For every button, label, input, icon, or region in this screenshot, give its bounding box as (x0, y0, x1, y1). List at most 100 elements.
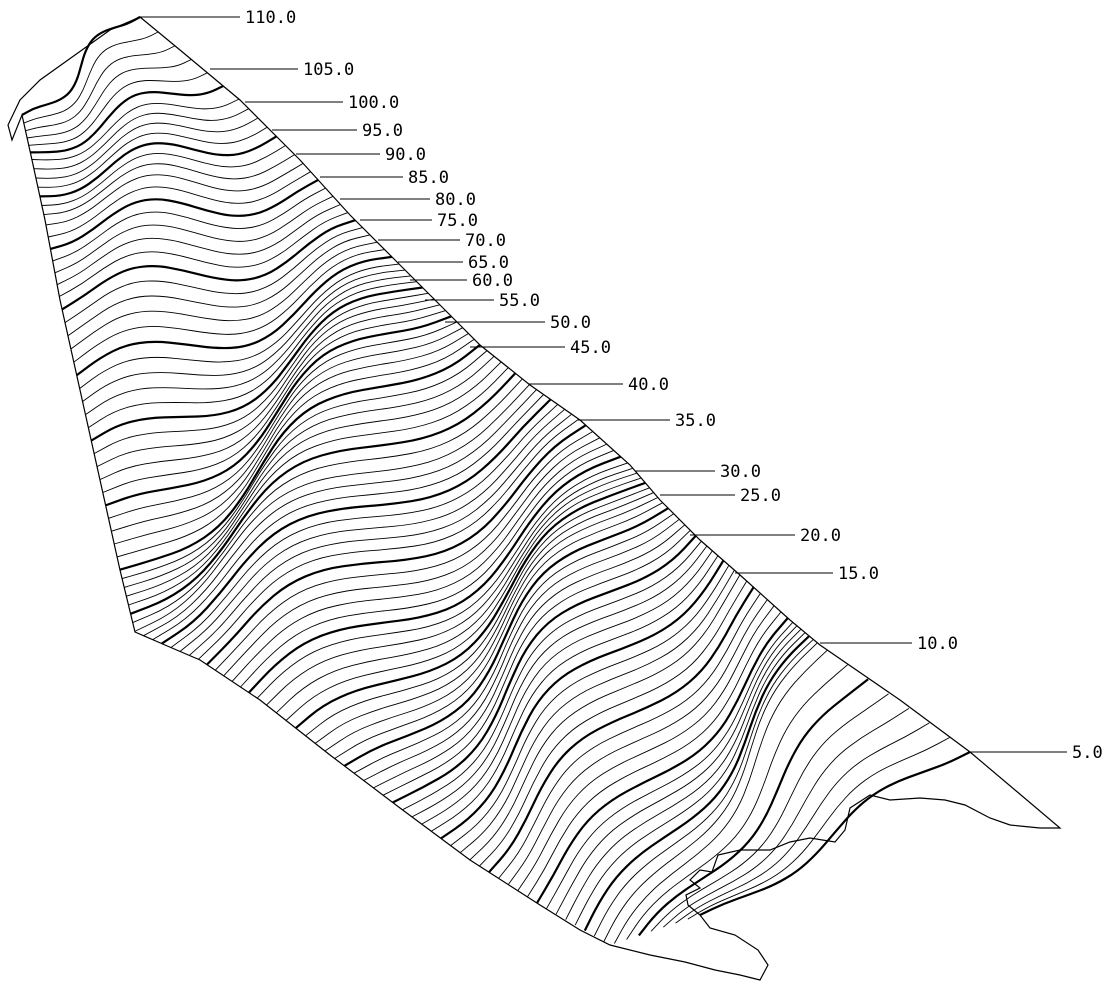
contour-line (459, 569, 735, 854)
contour-label-50: 50.0 (445, 313, 591, 333)
contour-line (143, 389, 537, 637)
contour-line (54, 195, 334, 274)
contour-label-text: 5.0 (1072, 743, 1103, 763)
contour-line (114, 333, 469, 545)
contour-line (469, 574, 741, 861)
contour-line (52, 187, 326, 262)
contour-line (33, 108, 249, 170)
contour-line (382, 529, 691, 796)
contour-label-text: 30.0 (720, 462, 761, 482)
index-contour-line (90, 286, 423, 442)
contour-label-text: 100.0 (348, 93, 399, 113)
contour-line (314, 492, 654, 744)
terrain-boundary (7, 16, 1062, 981)
contour-label-text: 15.0 (838, 564, 879, 584)
contour-line (64, 227, 363, 323)
contour-line (31, 98, 240, 161)
contour-line (223, 437, 601, 677)
contour-line (73, 249, 385, 363)
contour-line (85, 275, 411, 415)
contour-line (353, 513, 674, 774)
contour-label-text: 70.0 (465, 231, 506, 251)
contour-line (37, 126, 268, 188)
contour-line (479, 580, 748, 867)
contour-line (450, 565, 730, 846)
contour-line (527, 611, 782, 898)
contour-label-text: 65.0 (468, 253, 509, 273)
contour-label-100: 100.0 (245, 93, 399, 113)
contour-line (275, 472, 638, 714)
contour-label-80: 80.0 (340, 190, 476, 210)
contour-line (56, 204, 341, 286)
contour-label-text: 25.0 (740, 486, 781, 506)
index-contour-line (536, 617, 789, 904)
contour-line (111, 327, 463, 532)
contour-line (240, 449, 614, 688)
contour-label-60: 60.0 (410, 271, 513, 291)
contour-label-105: 105.0 (210, 60, 354, 80)
index-contour-line (161, 398, 552, 645)
index-contour-line (392, 535, 697, 804)
contour-line (565, 628, 802, 920)
contour-line (421, 550, 713, 825)
contour-labels: 110.0 105.0 100.0 95.0 90.0 85.0 80.0 75… (138, 8, 1103, 763)
contour-label-20: 20.0 (690, 526, 841, 546)
contour-line (411, 545, 708, 818)
contour-line (45, 163, 304, 226)
contour-line (41, 145, 286, 206)
contour-line (546, 621, 794, 909)
contour-line (116, 338, 475, 558)
contour-label-text: 35.0 (675, 411, 716, 431)
contour-line (128, 367, 509, 606)
contour-line (574, 632, 806, 926)
contour-label-text: 75.0 (437, 211, 478, 231)
contour-label-55: 55.0 (425, 291, 540, 311)
contour-line (82, 269, 406, 402)
contour-line (96, 298, 435, 468)
contour-line (555, 625, 798, 915)
contour-label-text: 10.0 (917, 634, 958, 654)
contour-line (28, 72, 208, 146)
contour-line (27, 59, 192, 139)
index-contour-line (76, 255, 393, 377)
contour-label-90: 90.0 (296, 145, 426, 165)
index-contour-line (440, 559, 725, 840)
contour-label-text: 50.0 (550, 313, 591, 333)
contour-label-10: 10.0 (820, 634, 958, 654)
contour-line (35, 117, 259, 179)
contour-line (67, 234, 371, 337)
index-contour-line (50, 178, 319, 250)
contour-label-text: 55.0 (499, 291, 540, 311)
contour-line (170, 404, 559, 648)
index-contour-line (119, 344, 481, 571)
contour-line (48, 171, 311, 238)
contour-label-75: 75.0 (360, 211, 478, 231)
contour-line (132, 378, 523, 624)
contour-line (663, 708, 910, 928)
contour-label-40: 40.0 (528, 375, 669, 395)
contour-line (373, 524, 686, 789)
contour-line (79, 263, 400, 389)
contour-line (402, 540, 702, 811)
index-contour-line (21, 16, 141, 116)
index-contour-line (39, 135, 277, 198)
contour-label-85: 85.0 (320, 168, 449, 188)
contour-line (99, 304, 440, 481)
contour-label-text: 80.0 (435, 190, 476, 210)
contour-label-110: 110.0 (138, 8, 296, 28)
index-contour-line (130, 372, 517, 615)
contour-line (134, 384, 530, 632)
contour-line (102, 310, 446, 493)
contour-label-text: 105.0 (303, 60, 354, 80)
contour-label-text: 85.0 (408, 168, 449, 188)
contour-label-15: 15.0 (735, 564, 879, 584)
index-contour-line (61, 219, 356, 311)
contour-line (93, 292, 429, 454)
contour-line (256, 462, 628, 699)
contour-label-45: 45.0 (470, 338, 611, 358)
contour-line (126, 361, 502, 597)
index-contour-line (30, 85, 224, 154)
contour-label-5: 5.0 (968, 743, 1103, 763)
contour-line (108, 321, 458, 519)
